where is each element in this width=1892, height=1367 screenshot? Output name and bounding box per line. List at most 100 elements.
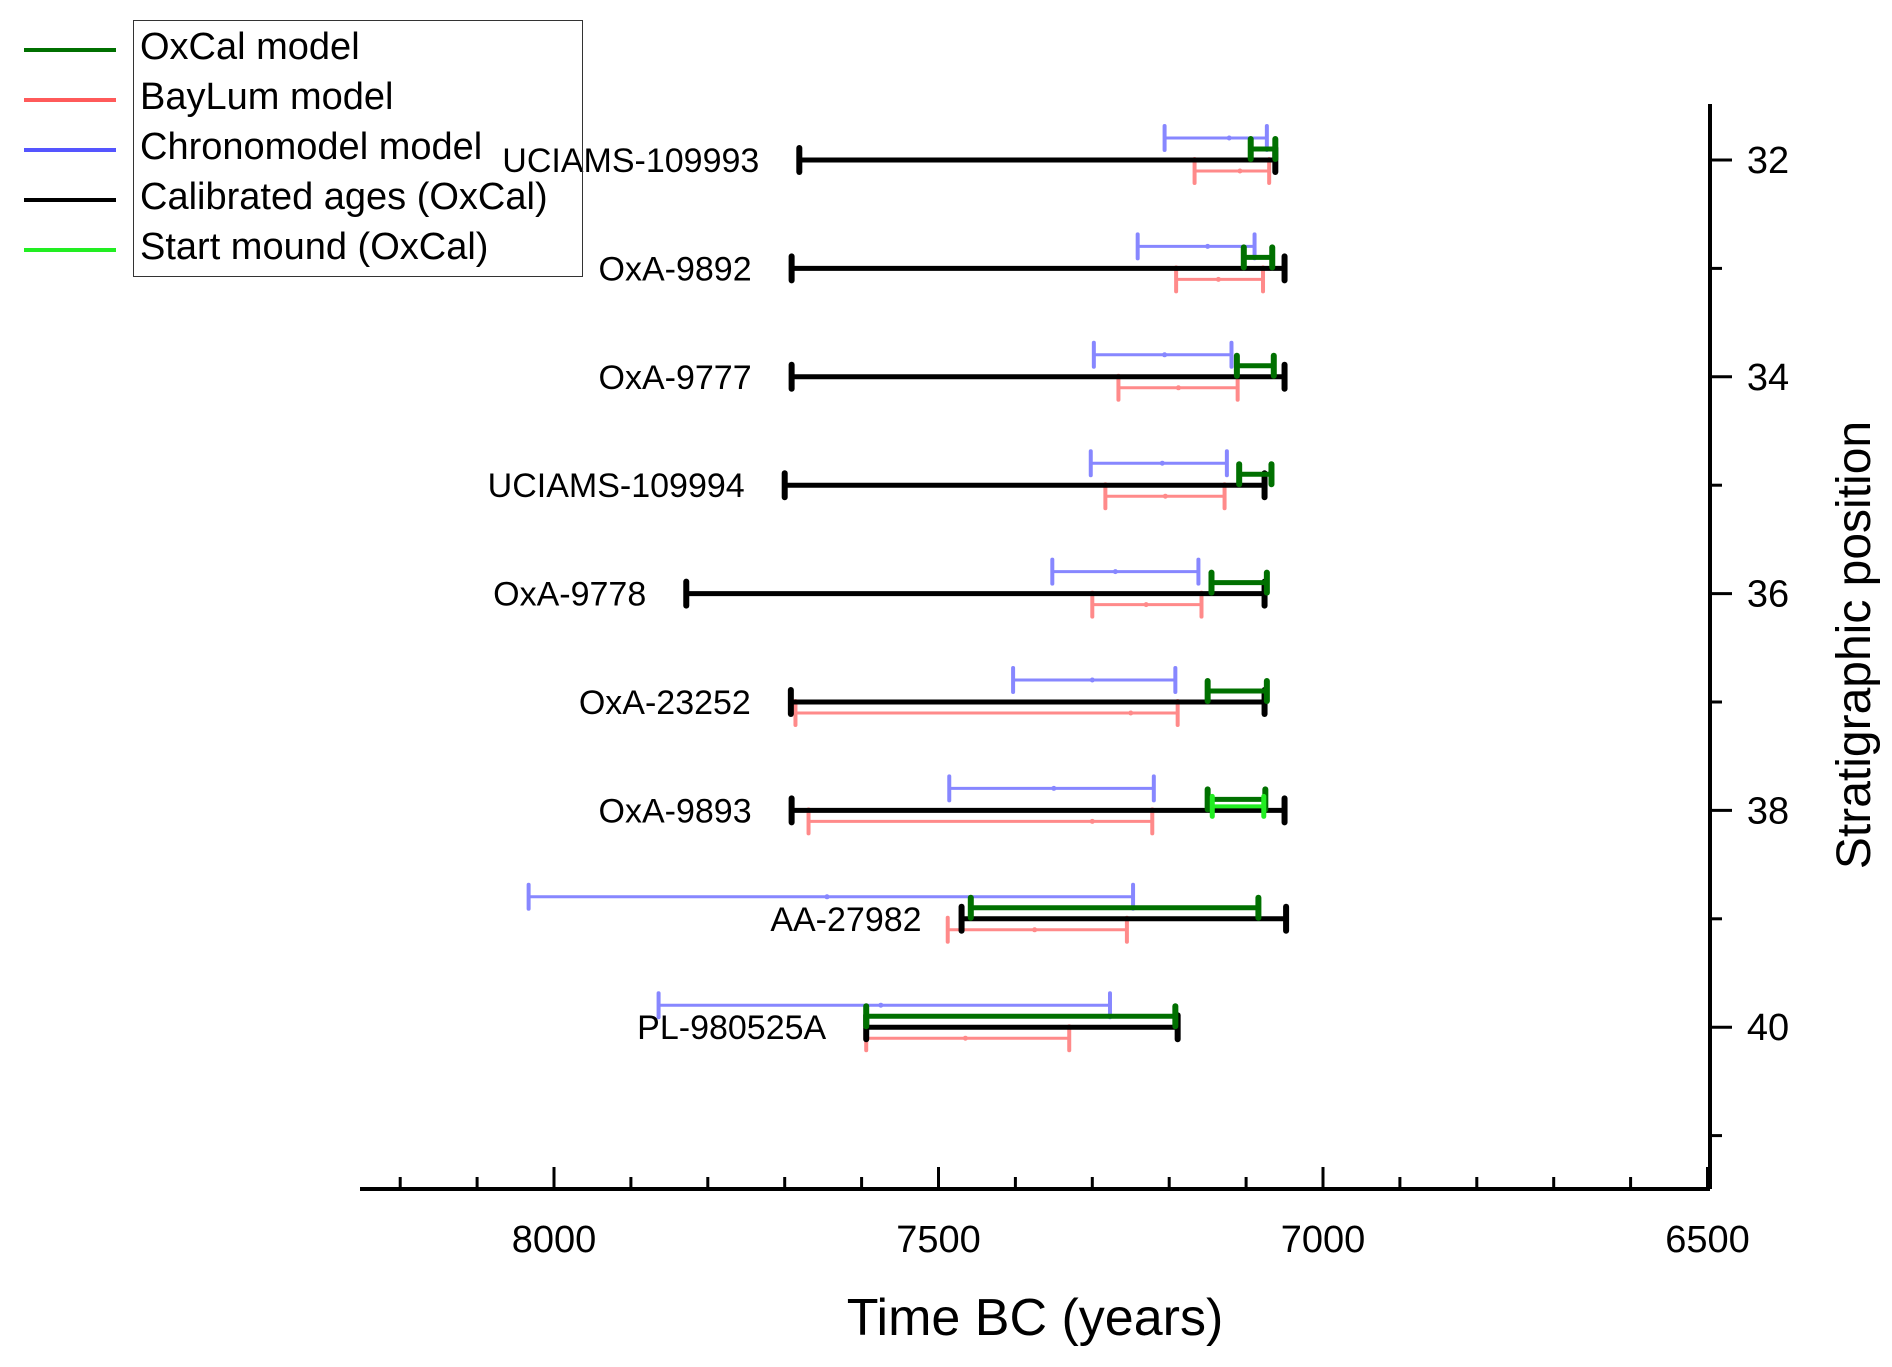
- x-tick-label: 6500: [1665, 1219, 1750, 1261]
- chrono-interval: [1050, 557, 1201, 586]
- y-axis-label: Stratigraphic position: [1828, 421, 1881, 869]
- oxcal-interval: [1233, 352, 1277, 379]
- baylum-median-point: [1032, 927, 1038, 933]
- x-tick-label: 7500: [896, 1219, 981, 1261]
- baylum-interval: [1116, 373, 1240, 402]
- legend-label: Start mound (OxCal): [140, 226, 489, 268]
- y-tick-label: 38: [1747, 790, 1789, 832]
- legend-item-baylum: BayLum model: [24, 74, 934, 124]
- calib-interval: [788, 253, 1288, 284]
- oxcal-interval: [1204, 678, 1270, 704]
- legend-item-start: Start mound (OxCal): [24, 224, 934, 274]
- legend-swatch: [24, 148, 116, 152]
- chrono-interval: [1088, 449, 1229, 478]
- y-tick-label: 40: [1747, 1007, 1789, 1049]
- chrono-median-point: [1089, 677, 1095, 683]
- oxcal-interval: [863, 1003, 1179, 1030]
- sample-group: [788, 774, 1288, 836]
- sample-label: OxA-9778: [493, 576, 646, 614]
- chrono-interval: [1091, 340, 1234, 369]
- legend: OxCal model BayLum model Chronomodel model…: [24, 20, 583, 277]
- legend-swatch: [24, 198, 116, 202]
- oxcal-interval: [1208, 569, 1270, 596]
- start-interval: [1209, 793, 1267, 819]
- sample-label: OxA-9893: [599, 792, 752, 830]
- legend-label: Calibrated ages (OxCal): [140, 176, 548, 218]
- sample-label: OxA-9892: [599, 250, 752, 288]
- legend-swatch: [24, 48, 116, 52]
- chrono-interval: [1135, 232, 1257, 261]
- baylum-interval: [793, 699, 1180, 727]
- oxcal-interval: [1247, 136, 1279, 162]
- sample-label: UCIAMS-109994: [488, 467, 745, 505]
- chrono-interval: [1011, 666, 1178, 694]
- baylum-interval: [1174, 265, 1266, 294]
- legend-label: BayLum model: [140, 76, 394, 118]
- chrono-median-point: [878, 1002, 884, 1008]
- x-tick-label: 8000: [512, 1219, 597, 1261]
- chrono-median-point: [1162, 352, 1168, 358]
- baylum-interval: [864, 1024, 1072, 1053]
- calib-interval: [788, 361, 1288, 392]
- chrono-median-point: [1112, 569, 1118, 575]
- sample-group: [526, 882, 1290, 944]
- baylum-median-point: [1237, 168, 1243, 174]
- legend-item-calib: Calibrated ages (OxCal): [24, 174, 934, 224]
- sample-group: [796, 124, 1279, 185]
- sample-label: PL-980525A: [637, 1009, 826, 1047]
- sample-group: [787, 666, 1270, 727]
- sample-label: OxA-23252: [579, 684, 751, 722]
- chrono-median-point: [824, 894, 830, 900]
- legend-swatch: [24, 248, 116, 252]
- baylum-interval: [1192, 157, 1272, 185]
- baylum-interval: [1090, 590, 1204, 619]
- sample-label: UCIAMS-109993: [502, 142, 759, 180]
- x-axis-label: Time BC (years): [847, 1289, 1224, 1347]
- sample-group: [656, 991, 1181, 1053]
- sample-label: AA-27982: [770, 901, 921, 939]
- baylum-interval: [806, 807, 1155, 836]
- calib-interval: [781, 470, 1268, 501]
- y-tick-label: 34: [1747, 357, 1789, 399]
- calib-interval: [787, 687, 1268, 717]
- baylum-median-point: [1143, 602, 1149, 608]
- interval-bars: [526, 124, 1290, 1053]
- baylum-median-point: [1089, 818, 1095, 824]
- chrono-median-point: [1159, 460, 1165, 466]
- baylum-median-point: [1175, 385, 1181, 391]
- oxcal-interval: [1240, 244, 1276, 271]
- sample-group: [781, 449, 1275, 511]
- sample-group: [788, 232, 1288, 294]
- legend-swatch: [24, 98, 116, 102]
- baylum-median-point: [1128, 710, 1134, 716]
- baylum-interval: [945, 915, 1129, 944]
- calib-interval: [958, 903, 1290, 934]
- legend-item-oxcal: OxCal model: [24, 24, 934, 74]
- calib-interval: [683, 578, 1268, 609]
- x-tick-label: 7000: [1281, 1219, 1366, 1261]
- y-tick-label: 36: [1747, 574, 1789, 616]
- oxcal-interval: [967, 894, 1262, 921]
- legend-label: Chronomodel model: [140, 126, 483, 168]
- chrono-median-point: [1226, 135, 1232, 141]
- chrono-interval: [947, 774, 1156, 803]
- baylum-median-point: [962, 1035, 968, 1041]
- y-tick-label: 32: [1747, 140, 1789, 182]
- oxcal-interval: [1236, 461, 1275, 488]
- legend-item-chrono: Chronomodel model: [24, 124, 934, 174]
- sample-group: [683, 557, 1270, 619]
- chrono-interval: [656, 991, 1112, 1020]
- baylum-median-point: [1162, 493, 1168, 499]
- calib-interval: [863, 1012, 1181, 1043]
- axes: 8000 7500 7000 6500 32 34 36 38 40: [360, 104, 1789, 1261]
- legend-label: OxCal model: [140, 26, 360, 68]
- baylum-median-point: [1215, 276, 1221, 282]
- sample-group: [788, 340, 1288, 402]
- chrono-interval: [526, 882, 1136, 911]
- sample-labels: UCIAMS-109993 OxA-9892 OxA-9777 UCIAMS-1099…: [488, 142, 922, 1047]
- chrono-median-point: [1205, 243, 1211, 249]
- chrono-median-point: [1051, 785, 1057, 791]
- sample-label: OxA-9777: [599, 359, 752, 397]
- baylum-interval: [1103, 482, 1227, 511]
